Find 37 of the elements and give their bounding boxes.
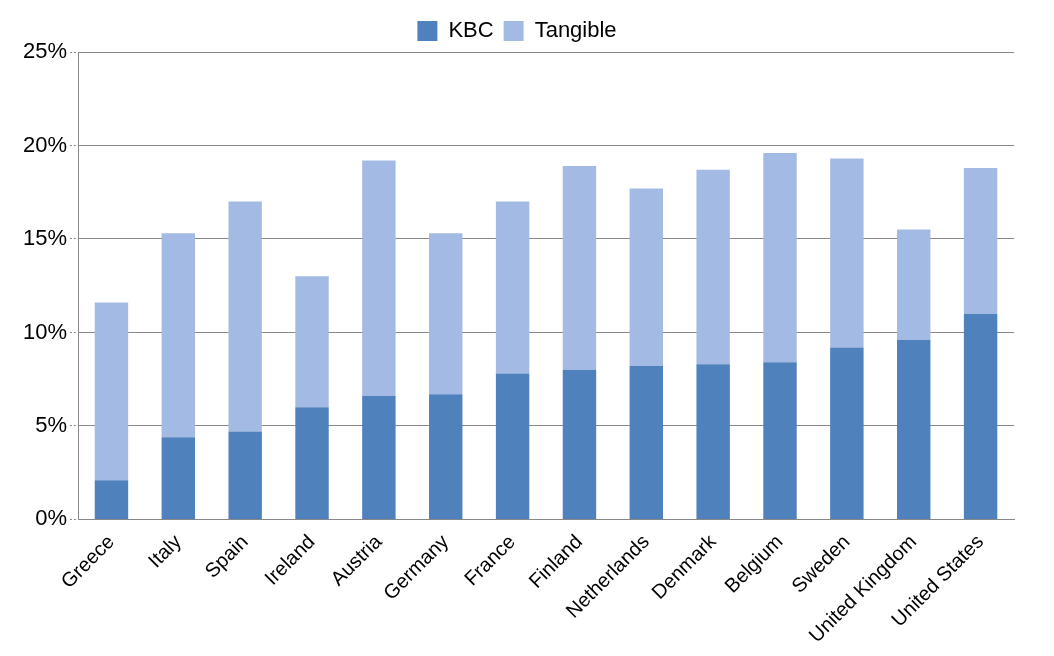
y-tick-label: 15% (22, 225, 68, 251)
bar (362, 160, 396, 397)
bar (228, 201, 262, 432)
bar (830, 158, 864, 348)
bar (228, 431, 262, 519)
bar (897, 229, 931, 340)
legend-label: KBC (448, 17, 494, 43)
x-tick-label: Italy (143, 530, 186, 572)
bar (495, 201, 530, 374)
bar (629, 366, 664, 519)
bar (963, 313, 998, 519)
bar (161, 437, 196, 519)
bar (429, 233, 463, 395)
bar (629, 188, 664, 367)
bar (362, 396, 396, 519)
y-tick-label: 10% (22, 318, 68, 344)
bar (763, 362, 797, 519)
bar (562, 369, 597, 519)
bar (963, 167, 998, 314)
bar (295, 276, 329, 408)
bar (495, 373, 530, 519)
bar (295, 407, 329, 519)
y-tick-label: 5% (35, 411, 68, 437)
bar (94, 302, 129, 481)
bar (830, 347, 864, 519)
bar (696, 364, 730, 519)
legend-label: Tangible (534, 17, 617, 43)
y-tick-label: 0% (35, 505, 68, 531)
bar (94, 480, 129, 519)
bar (429, 394, 463, 519)
bar (763, 152, 797, 363)
bar (696, 169, 730, 365)
bar (897, 339, 931, 519)
bar (161, 233, 196, 438)
y-tick-label: 25% (22, 38, 68, 64)
bar (562, 166, 597, 370)
y-tick-label: 20% (22, 131, 68, 157)
